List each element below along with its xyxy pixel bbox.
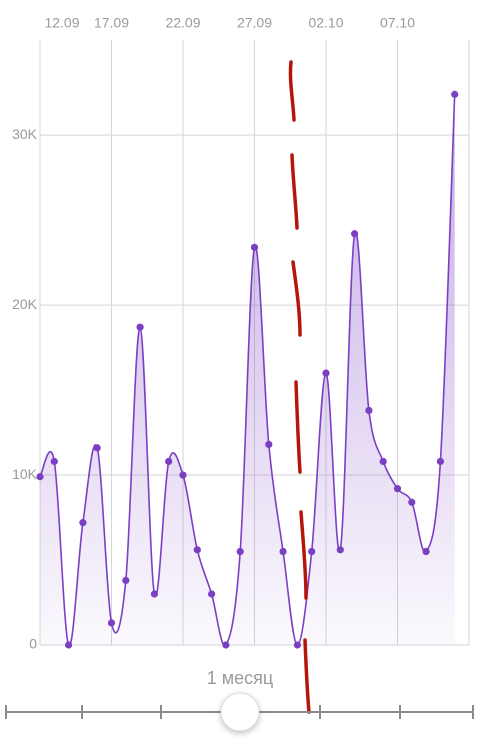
y-tick-label: 10K [12,466,38,482]
point [236,547,244,556]
y-tick-label: 0 [29,636,37,652]
point [179,471,187,479]
point [422,547,430,556]
point [436,457,444,466]
point [36,473,44,481]
point [150,590,158,598]
hand-drawn-annotation [288,60,311,714]
slider-knob[interactable] [220,692,260,732]
point [250,243,259,251]
point [351,230,359,238]
slider-label: 1 месяц [207,668,273,688]
point [336,546,344,554]
y-tick-label: 20K [12,296,38,312]
point [79,519,87,527]
point [222,641,230,649]
point [93,444,101,452]
point [393,485,402,493]
point [451,90,459,98]
plot: 0 10K 20K 30K 12.09 17.09 22.09 27.09 02.10 07.10 [12,15,469,652]
line [39,94,456,647]
point [65,641,73,649]
point [193,546,201,554]
point [408,498,416,506]
x-tick-label: 17.09 [94,15,129,31]
point [279,547,287,556]
point [293,641,301,649]
x-tick-label: 22.09 [165,15,200,31]
area [40,94,455,646]
point [136,323,144,331]
point [379,457,387,466]
slider-stops [5,705,474,719]
point [165,457,173,466]
point [322,369,330,377]
point [208,590,216,598]
slider[interactable] [5,692,474,732]
x-tick-label: 02.10 [308,15,343,31]
point [365,406,373,415]
point [265,440,273,449]
point [122,576,130,585]
y-tick-label: 30K [12,126,38,142]
x-tick-label: 07.10 [380,15,415,31]
x-tick-label: 27.09 [237,15,272,31]
point [308,547,316,556]
point [50,457,58,466]
point [107,619,116,627]
x-tick-label: 12.09 [44,15,79,31]
